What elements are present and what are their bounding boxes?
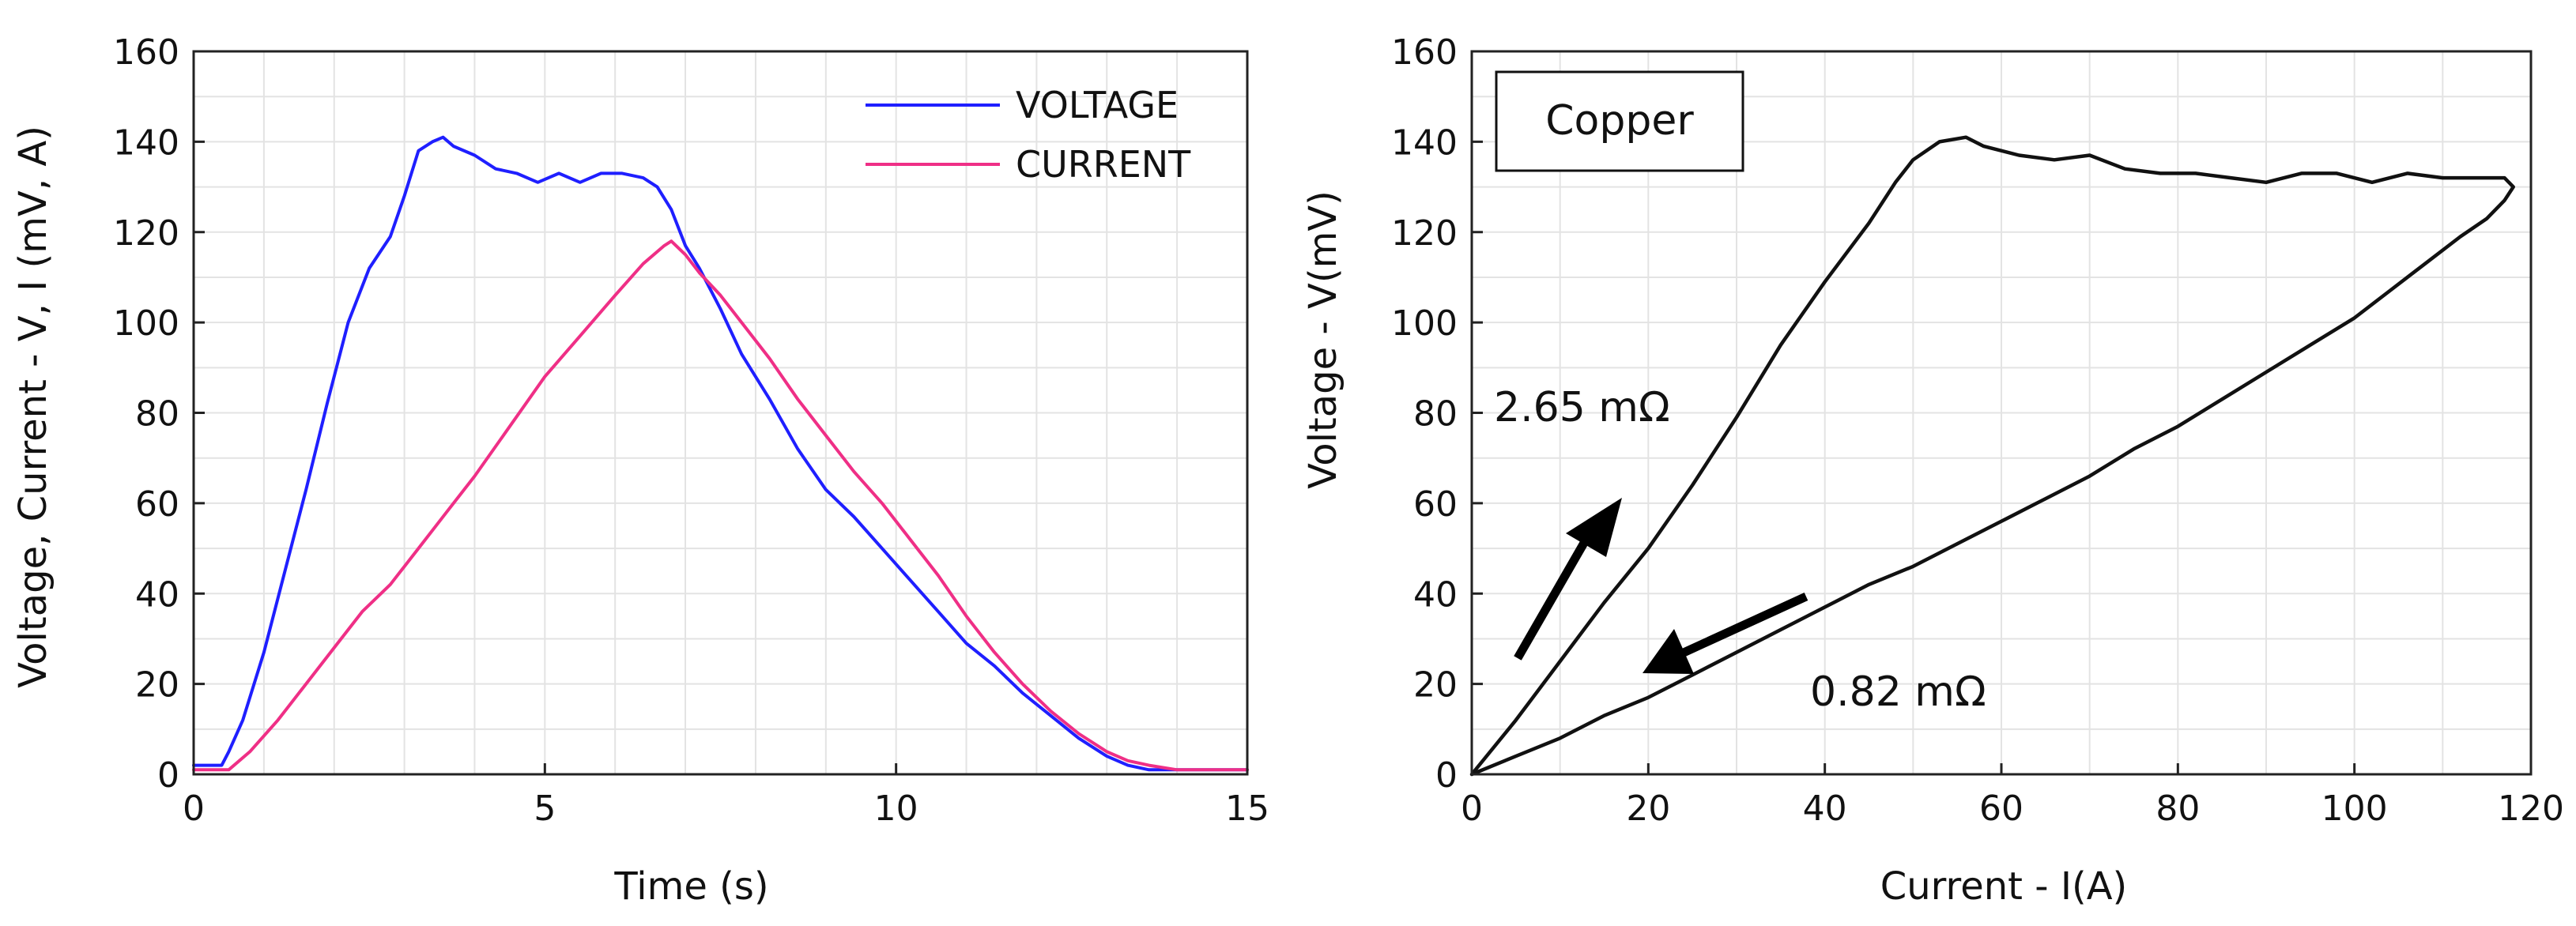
left-chart-ticks — [192, 50, 1249, 776]
copper-iv-chart: 0 20 40 60 80 100 120 0 20 40 60 80 100 120 140 160 Cu… — [1301, 32, 2564, 909]
left-y-tick-label: 0 — [157, 755, 179, 796]
right-y-tick-label: 80 — [1413, 394, 1458, 435]
right-series-copper — [1469, 135, 2515, 777]
copper-label: Copper — [1545, 97, 1694, 145]
left-chart-y-tick-labels: 0 20 40 60 80 100 120 140 160 — [113, 32, 179, 796]
legend-voltage-label: VOLTAGE — [1016, 84, 1179, 126]
left-y-tick-label: 160 — [113, 32, 179, 73]
annotation-unloading-resistance: 0.82 mΩ — [1810, 668, 1986, 716]
up-arrow-shaft — [1514, 525, 1597, 661]
right-y-tick-label: 120 — [1391, 213, 1458, 254]
right-x-tick-label: 20 — [1626, 789, 1670, 829]
right-y-tick-label: 100 — [1391, 303, 1458, 344]
up-arrow — [1514, 498, 1622, 661]
down-arrow — [1643, 592, 1808, 674]
legend-current-label: CURRENT — [1016, 143, 1191, 186]
voltage-current-time-chart: 0 5 10 15 0 20 40 60 80 100 120 140 160 Time (s) Vo… — [11, 32, 1269, 909]
right-y-tick-label: 140 — [1391, 122, 1458, 163]
right-x-tick-label: 40 — [1803, 789, 1847, 829]
right-y-tick-label: 20 — [1413, 665, 1458, 706]
right-x-tick-label: 120 — [2498, 789, 2564, 829]
left-y-tick-label: 60 — [135, 484, 179, 525]
left-series-current — [192, 239, 1249, 772]
left-y-tick-label: 20 — [135, 665, 179, 706]
left-chart-y-axis-label: Voltage, Current - V, I (mV, A) — [11, 126, 55, 688]
up-arrow-head — [1566, 498, 1622, 557]
down-arrow-head — [1643, 629, 1694, 674]
right-x-tick-label: 100 — [2321, 789, 2388, 829]
right-y-tick-label: 60 — [1413, 484, 1458, 525]
left-y-tick-label: 80 — [135, 394, 179, 435]
copper-box-frame — [1495, 70, 1744, 172]
left-chart-legend: VOLTAGE CURRENT — [866, 84, 1191, 186]
left-series-voltage — [192, 135, 1249, 772]
left-chart-grid — [193, 51, 1248, 775]
left-y-tick-label: 140 — [113, 122, 179, 163]
right-chart-x-axis-label: Current - I(A) — [1880, 864, 2128, 909]
left-y-tick-label: 40 — [135, 574, 179, 615]
left-x-tick-label: 5 — [534, 789, 556, 829]
right-chart-series — [1469, 135, 2515, 777]
left-x-tick-label: 10 — [874, 789, 918, 829]
down-arrow-shaft — [1681, 592, 1808, 657]
right-x-tick-label: 60 — [1979, 789, 2023, 829]
right-y-tick-label: 40 — [1413, 574, 1458, 615]
right-y-tick-label: 0 — [1435, 755, 1458, 796]
right-y-tick-label: 160 — [1391, 32, 1458, 73]
annotation-loading-resistance: 2.65 mΩ — [1494, 384, 1670, 431]
copper-label-box: Copper — [1495, 70, 1744, 172]
right-chart-y-axis-label: Voltage - V(mV) — [1301, 190, 1345, 489]
left-y-tick-label: 120 — [113, 213, 179, 254]
right-x-tick-label: 80 — [2155, 789, 2200, 829]
right-chart-y-tick-labels: 0 20 40 60 80 100 120 140 160 — [1391, 32, 1458, 796]
right-x-tick-label: 0 — [1461, 789, 1483, 829]
left-x-tick-label: 0 — [183, 789, 205, 829]
left-chart-series — [192, 135, 1249, 772]
left-y-tick-label: 100 — [113, 303, 179, 344]
left-x-tick-label: 15 — [1225, 789, 1269, 829]
right-chart-x-tick-labels: 0 20 40 60 80 100 120 — [1461, 789, 2564, 829]
left-chart-x-axis-label: Time (s) — [613, 864, 768, 909]
left-chart-x-tick-labels: 0 5 10 15 — [183, 789, 1269, 829]
right-chart-ticks — [1470, 50, 2533, 776]
